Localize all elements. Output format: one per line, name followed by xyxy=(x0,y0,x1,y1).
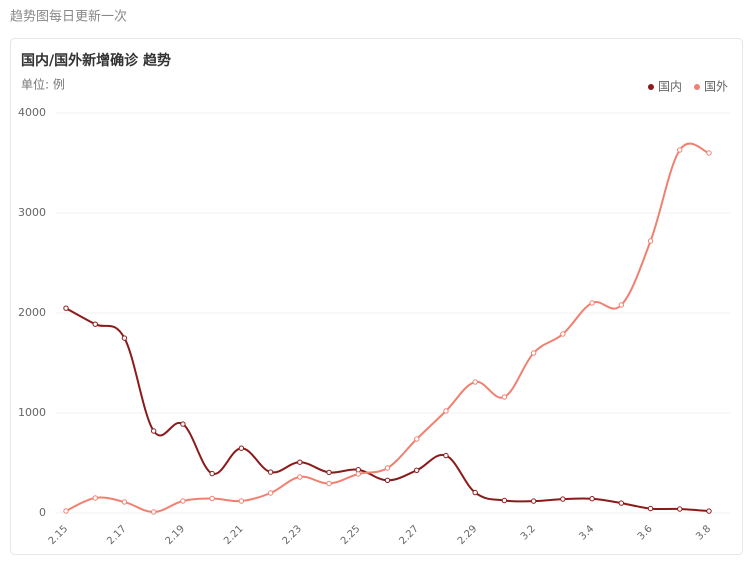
data-point xyxy=(209,495,215,502)
data-point xyxy=(501,497,508,504)
data-point xyxy=(589,496,595,502)
data-point xyxy=(384,477,391,483)
data-point xyxy=(530,498,537,504)
data-point xyxy=(297,474,303,480)
data-point xyxy=(384,465,391,471)
data-point xyxy=(267,469,274,475)
data-point xyxy=(589,300,595,306)
data-point xyxy=(560,496,566,502)
data-point xyxy=(706,508,712,514)
data-point xyxy=(267,490,274,496)
data-point xyxy=(355,471,361,477)
legend-label: 国外 xyxy=(704,80,728,94)
data-point xyxy=(326,480,332,487)
data-point xyxy=(414,436,420,442)
y-tick-label: 1000 xyxy=(18,406,46,419)
data-point xyxy=(355,467,361,473)
chart-subtitle: 单位: 例 xyxy=(21,77,65,92)
legend-swatch xyxy=(693,84,700,90)
data-point xyxy=(560,331,566,337)
data-point xyxy=(706,150,712,156)
data-point xyxy=(92,321,98,327)
data-point xyxy=(326,469,332,476)
data-point xyxy=(530,350,537,356)
legend-label: 国内 xyxy=(658,80,682,94)
data-point xyxy=(414,467,420,473)
data-point xyxy=(150,428,157,434)
header-text: 趋势图每日更新一次 xyxy=(10,9,127,25)
data-point xyxy=(92,495,98,501)
data-point xyxy=(238,445,245,451)
data-point xyxy=(618,500,625,506)
data-point xyxy=(443,452,449,459)
chart-title: 国内/国外新增确诊 趋势 xyxy=(21,52,171,69)
data-point xyxy=(647,238,654,244)
data-point xyxy=(297,459,303,465)
data-point xyxy=(238,498,245,504)
data-point xyxy=(180,421,186,427)
data-point xyxy=(63,305,69,311)
y-tick-label: 2000 xyxy=(18,306,46,319)
data-point xyxy=(443,408,449,414)
data-point xyxy=(121,335,128,341)
data-point xyxy=(677,506,683,512)
y-tick-label: 4000 xyxy=(18,106,46,119)
data-point xyxy=(647,505,654,512)
y-tick-label: 3000 xyxy=(18,206,46,219)
data-point xyxy=(180,498,186,504)
y-tick-label: 0 xyxy=(39,506,46,519)
data-point xyxy=(472,379,478,385)
data-point xyxy=(618,302,625,308)
data-point xyxy=(501,394,508,400)
legend-swatch xyxy=(647,84,654,90)
data-point xyxy=(209,470,215,477)
card xyxy=(10,38,743,555)
data-point xyxy=(63,508,69,514)
data-point xyxy=(677,147,683,153)
data-point xyxy=(472,489,478,496)
data-point xyxy=(121,499,128,505)
data-point xyxy=(150,509,157,515)
